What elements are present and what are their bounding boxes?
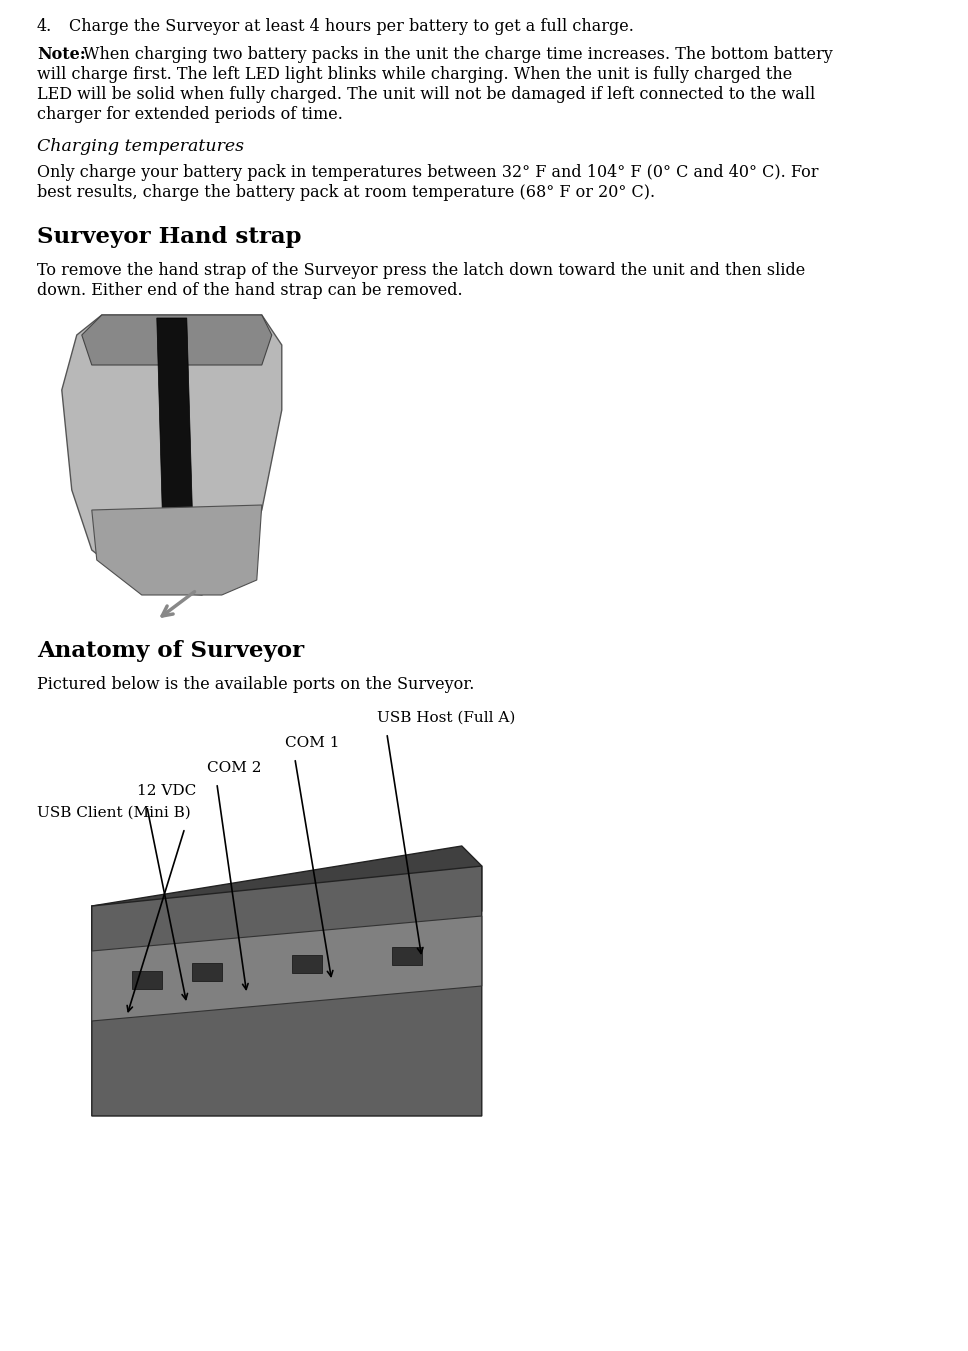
Polygon shape (157, 317, 194, 565)
Polygon shape (92, 846, 482, 971)
Text: down. Either end of the hand strap can be removed.: down. Either end of the hand strap can b… (37, 282, 463, 299)
Text: To remove the hand strap of the Surveyor press the latch down toward the unit an: To remove the hand strap of the Surveyor… (37, 262, 805, 280)
Polygon shape (81, 315, 272, 365)
Polygon shape (92, 916, 482, 1021)
Text: COM 2: COM 2 (207, 761, 261, 775)
Text: Only charge your battery pack in temperatures between 32° F and 104° F (0° C and: Only charge your battery pack in tempera… (37, 163, 818, 181)
Text: Pictured below is the available ports on the Surveyor.: Pictured below is the available ports on… (37, 676, 474, 693)
Text: Charging temperatures: Charging temperatures (37, 138, 244, 155)
Text: 12 VDC: 12 VDC (136, 784, 197, 798)
Text: USB Client (Mini B): USB Client (Mini B) (37, 807, 191, 820)
Polygon shape (62, 315, 282, 594)
Text: USB Host (Full A): USB Host (Full A) (377, 711, 515, 725)
Text: will charge first. The left LED light blinks while charging. When the unit is fu: will charge first. The left LED light bl… (37, 66, 792, 82)
Bar (192, 963, 222, 981)
Text: charger for extended periods of time.: charger for extended periods of time. (37, 105, 343, 123)
Text: Charge the Surveyor at least 4 hours per battery to get a full charge.: Charge the Surveyor at least 4 hours per… (69, 18, 634, 35)
Text: When charging two battery packs in the unit the charge time increases. The botto: When charging two battery packs in the u… (83, 46, 832, 63)
Polygon shape (92, 866, 482, 1116)
Text: 4.: 4. (37, 18, 52, 35)
Text: Anatomy of Surveyor: Anatomy of Surveyor (37, 640, 304, 662)
Text: COM 1: COM 1 (285, 736, 339, 750)
Bar (392, 947, 422, 965)
Text: Note:: Note: (37, 46, 85, 63)
Polygon shape (92, 505, 261, 594)
Text: best results, charge the battery pack at room temperature (68° F or 20° C).: best results, charge the battery pack at… (37, 184, 655, 201)
Bar (132, 971, 162, 989)
Bar (291, 955, 321, 973)
Text: LED will be solid when fully charged. The unit will not be damaged if left conne: LED will be solid when fully charged. Th… (37, 86, 815, 103)
Text: Surveyor Hand strap: Surveyor Hand strap (37, 226, 301, 249)
